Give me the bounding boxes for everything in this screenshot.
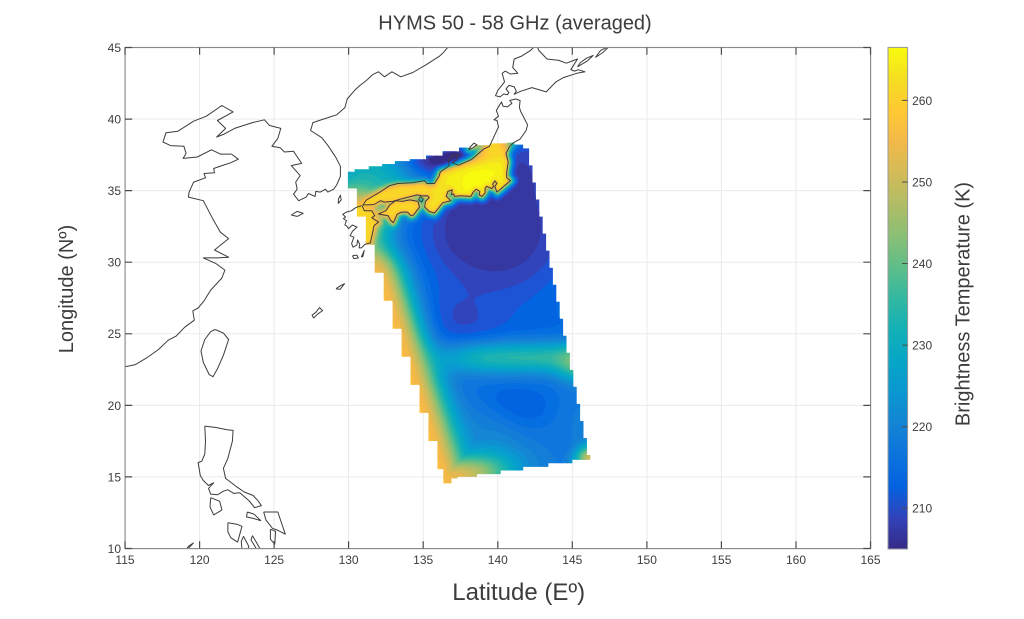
svg-text:145: 145 xyxy=(562,553,582,567)
svg-text:120: 120 xyxy=(190,553,210,567)
svg-text:20: 20 xyxy=(108,399,122,413)
svg-text:30: 30 xyxy=(108,256,122,270)
svg-text:130: 130 xyxy=(339,553,359,567)
svg-text:210: 210 xyxy=(912,502,932,516)
svg-text:135: 135 xyxy=(413,553,433,567)
svg-text:Latitude (Eº): Latitude (Eº) xyxy=(452,579,585,606)
svg-text:240: 240 xyxy=(912,257,932,271)
svg-text:Longitude (Nº): Longitude (Nº) xyxy=(56,225,78,354)
svg-text:115: 115 xyxy=(115,553,134,567)
svg-text:125: 125 xyxy=(264,553,284,567)
svg-text:260: 260 xyxy=(912,94,932,108)
svg-text:160: 160 xyxy=(786,553,806,567)
svg-text:45: 45 xyxy=(108,41,122,55)
svg-text:25: 25 xyxy=(108,327,122,341)
svg-text:220: 220 xyxy=(912,420,932,434)
svg-text:165: 165 xyxy=(860,553,880,567)
svg-text:40: 40 xyxy=(108,113,122,127)
svg-text:HYMS 50 - 58 GHz (averaged): HYMS 50 - 58 GHz (averaged) xyxy=(378,12,651,34)
svg-text:140: 140 xyxy=(488,553,508,567)
svg-text:250: 250 xyxy=(912,176,932,190)
svg-text:230: 230 xyxy=(912,339,932,353)
svg-text:155: 155 xyxy=(711,553,731,567)
svg-text:10: 10 xyxy=(108,542,122,556)
svg-text:Brightness Temperature (K): Brightness Temperature (K) xyxy=(953,182,975,426)
svg-text:15: 15 xyxy=(108,470,122,484)
svg-text:35: 35 xyxy=(108,184,122,198)
svg-text:150: 150 xyxy=(637,553,657,567)
